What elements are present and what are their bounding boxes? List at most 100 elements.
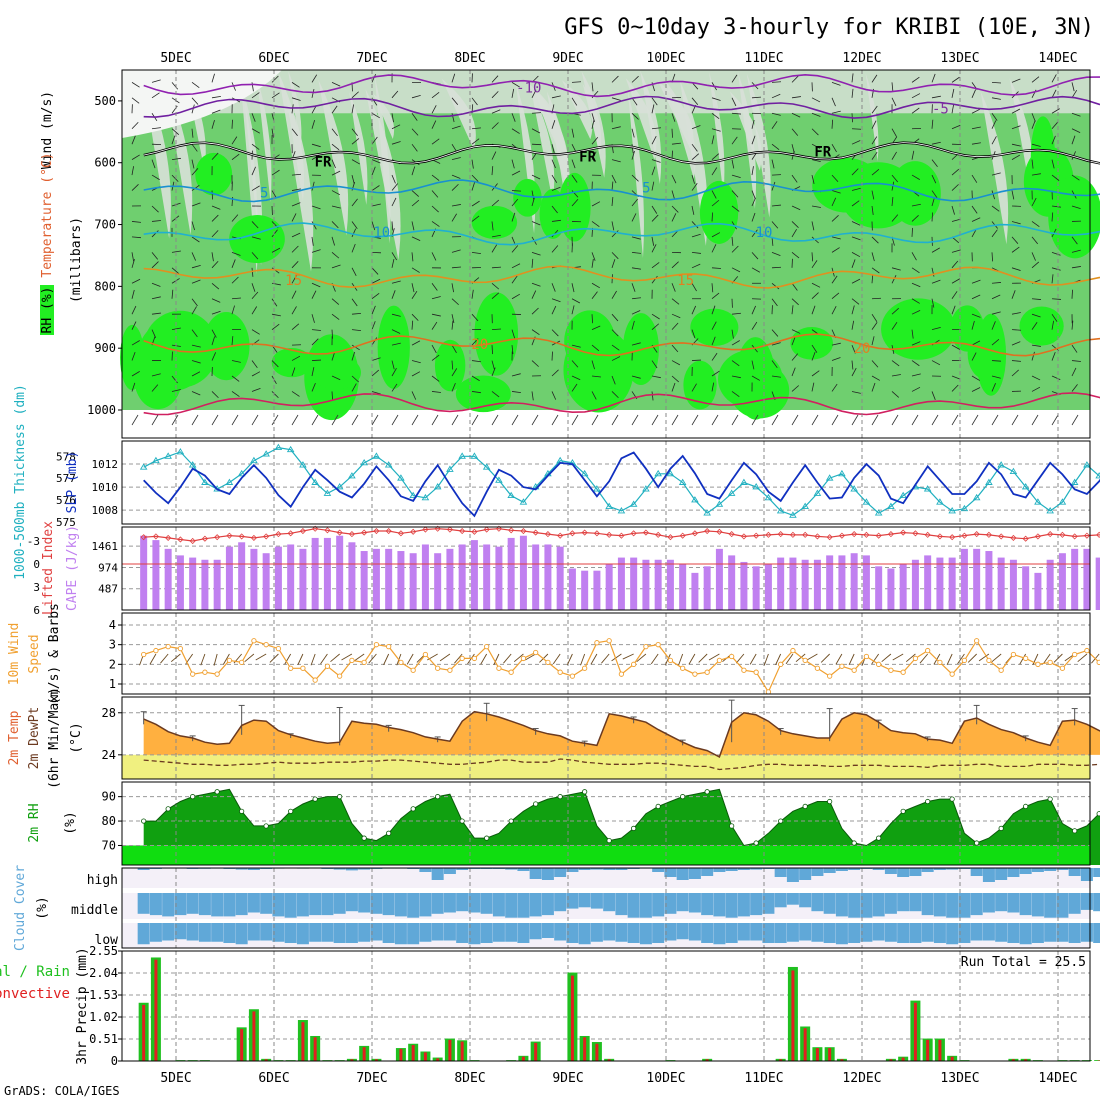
- wind-barb: [691, 205, 695, 215]
- thickness-point: [152, 456, 160, 464]
- wind-speed-point: [716, 657, 723, 664]
- precip-frame: [121, 950, 1091, 1062]
- thickness-point: [715, 500, 724, 507]
- surface-barb: [631, 414, 639, 426]
- wind-barb: [1011, 143, 1021, 147]
- wind-speed-point: [912, 655, 919, 662]
- cape-bar: [519, 535, 527, 610]
- day-label-top: 13DEC: [940, 51, 979, 66]
- wind-barb-10m: [213, 653, 218, 666]
- wind-speed-point: [606, 638, 612, 644]
- wind-barb: [831, 383, 838, 392]
- temp-axis-label-3: (6hr Min/Max): [47, 687, 62, 789]
- wind-barb: [431, 174, 440, 181]
- cloud-cover-bar: [737, 868, 750, 870]
- wind-barb: [871, 336, 875, 346]
- rh2m-point: [533, 801, 539, 807]
- thickness-point: [666, 469, 675, 477]
- precip-convective-bar: [926, 1039, 930, 1061]
- wind-barb: [551, 95, 561, 99]
- wind-barb: [971, 205, 978, 214]
- upper-air-frame: [121, 69, 1091, 439]
- wind-barb-10m: [1042, 653, 1051, 665]
- rh2m-point: [631, 825, 637, 831]
- thickness-point: [1058, 498, 1067, 505]
- precip-convective-bar: [791, 970, 795, 1061]
- precip-convective-bar: [154, 959, 158, 1061]
- wind-barb: [371, 337, 378, 346]
- wind-barb-10m: [735, 653, 745, 664]
- wind-barb-10m: [513, 653, 524, 663]
- cloud-cover-bar: [1093, 893, 1100, 912]
- wind-barb: [991, 383, 996, 392]
- wind-barb: [1051, 74, 1057, 83]
- lifted-index-point: [287, 530, 294, 537]
- lifted-index-point: [765, 531, 772, 538]
- wind-barb: [231, 119, 233, 129]
- wind-barb: [911, 107, 920, 114]
- rh2m-point: [288, 808, 294, 814]
- wind-barb: [831, 342, 841, 346]
- cape-bar: [348, 542, 356, 610]
- wind-barb: [931, 212, 933, 222]
- slp-line: [143, 451, 1100, 518]
- lifted-tick-label: 3: [33, 581, 40, 594]
- wind-barb: [711, 305, 716, 315]
- cape-bar: [495, 546, 503, 610]
- surface-barb: [431, 414, 439, 426]
- lifted-index-point: [973, 531, 980, 538]
- lifted-index-point: [214, 534, 221, 541]
- thickness-point: [1021, 482, 1030, 490]
- rh-moist-region: [1030, 116, 1055, 195]
- lifted-index-point: [446, 526, 453, 533]
- cloud-cover-bar: [149, 893, 162, 916]
- wind-barb: [971, 89, 976, 98]
- wind-barb: [371, 136, 378, 145]
- wind-barb: [511, 275, 518, 284]
- wind-barb: [751, 229, 758, 238]
- wind-barb: [791, 329, 801, 334]
- wind-barb: [191, 265, 201, 269]
- cloud-band-bg: [122, 868, 1090, 888]
- wind-barb: [251, 360, 258, 369]
- wind-barb: [251, 185, 260, 191]
- pressure-tick-label: 800: [94, 279, 116, 293]
- wind-barb: [351, 174, 355, 184]
- wind-barb: [251, 283, 256, 292]
- wind-barb: [1011, 267, 1021, 271]
- thickness-point: [593, 485, 601, 492]
- wind-barb: [471, 200, 480, 207]
- wind-barb: [411, 252, 414, 262]
- wind-barb: [811, 382, 815, 392]
- wind-barb: [591, 344, 600, 352]
- wind-barb: [411, 128, 419, 136]
- thickness-point: [1034, 498, 1042, 505]
- wind-barb: [611, 313, 619, 322]
- day-label-bottom: 13DEC: [940, 1071, 979, 1086]
- wind-barb: [411, 320, 414, 330]
- wind-barb-10m: [636, 653, 647, 663]
- wind-barb: [311, 88, 315, 98]
- lifted-index-point: [716, 528, 723, 535]
- wind-barb: [811, 292, 819, 300]
- wind-barb: [491, 391, 500, 398]
- wind-barb: [1031, 386, 1041, 392]
- lifted-index-point: [238, 533, 245, 540]
- cape-bar: [777, 557, 785, 610]
- wind-barb: [1031, 76, 1040, 83]
- wind-barb: [211, 336, 216, 346]
- wind-barb: [1011, 154, 1020, 160]
- wind-barb: [831, 197, 837, 207]
- wind-barb: [571, 283, 575, 293]
- precip-convective-bar: [1024, 1059, 1028, 1061]
- cloud-cover-bar: [639, 923, 652, 945]
- wind-barb: [931, 360, 941, 366]
- wind-barb: [631, 310, 641, 315]
- wind-barb: [211, 95, 221, 99]
- cape-bar: [360, 551, 368, 610]
- wind-barb: [331, 351, 336, 361]
- wind-barb: [811, 205, 821, 208]
- wind-barb: [531, 190, 535, 200]
- cloud-cover-bar: [431, 923, 444, 941]
- rh2m-point: [239, 808, 245, 814]
